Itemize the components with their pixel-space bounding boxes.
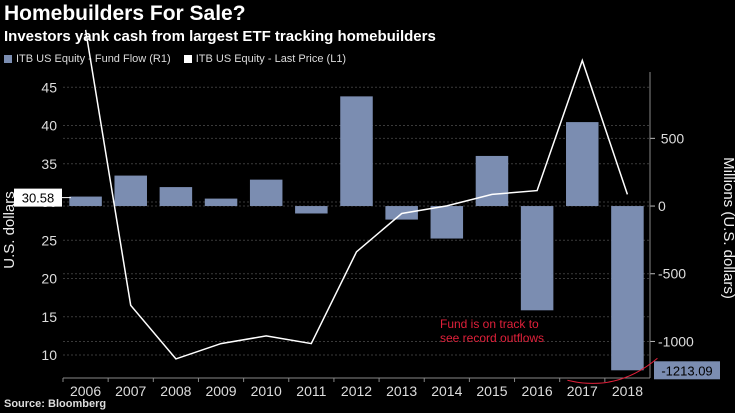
bar-fund-flow-2006: [69, 196, 102, 207]
x-tick-label: 2012: [341, 383, 372, 399]
chart-title: Homebuilders For Sale?: [4, 2, 246, 25]
bar-fund-flow-2011: [295, 206, 328, 214]
last-price-box: [14, 188, 62, 207]
x-tick-label: 2009: [205, 383, 236, 399]
bar-fund-flow-2016: [520, 206, 554, 311]
x-tick-label: 2017: [567, 383, 598, 399]
last-price-label: 30.58: [22, 191, 55, 206]
left-tick-label: 40: [41, 118, 57, 134]
bar-fund-flow-2007: [114, 175, 147, 207]
x-tick-label: 2011: [296, 383, 326, 399]
x-tick-label: 2015: [476, 383, 507, 399]
source-note: Source: Bloomberg: [4, 398, 107, 410]
last-flow-label: -1213.09: [661, 363, 712, 378]
bar-fund-flow-2010: [249, 179, 283, 207]
x-tick-label: 2013: [386, 383, 417, 399]
x-tick-label: 2018: [612, 383, 643, 399]
bar-fund-flow-2012: [340, 96, 373, 207]
x-tick-label: 2010: [251, 383, 282, 399]
legend-item-fund-flow: ITB US Equity - Fund Flow (R1): [4, 53, 171, 65]
annotation-arrow: [567, 357, 658, 384]
right-tick-label: -1000: [658, 333, 694, 349]
bar-fund-flow-2008: [159, 187, 193, 207]
left-tick-label: 25: [41, 232, 57, 248]
x-tick-label: 2006: [70, 383, 101, 399]
last-flow-box: [654, 361, 720, 380]
x-tick-label: 2007: [115, 383, 146, 399]
x-tick-label: 2014: [431, 383, 462, 399]
x-tick-label: 2008: [160, 383, 191, 399]
bar-fund-flow-2018: [611, 206, 644, 371]
bar-fund-flow-2015: [475, 155, 509, 207]
legend: ITB US Equity - Fund Flow (R1) ITB US Eq…: [4, 53, 356, 66]
bar-fund-flow-2009: [204, 198, 238, 207]
legend-item-last-price: ITB US Equity - Last Price (L1): [183, 53, 347, 65]
left-tick-label: 45: [41, 79, 57, 95]
legend-label-last-price: ITB US Equity - Last Price (L1): [195, 53, 347, 65]
right-tick-label: 0: [658, 198, 666, 214]
bar-fund-flow-2014: [430, 206, 464, 239]
left-tick-label: 10: [41, 347, 57, 363]
right-axis-title: Millions (U.S. dollars): [720, 157, 735, 299]
bar-fund-flow-2017: [566, 122, 599, 207]
left-axis-title: U.S. dollars: [1, 191, 18, 269]
annotation-text-line-1: Fund is on track to: [440, 317, 539, 331]
legend-swatch-last-price: [183, 55, 192, 63]
annotation-text-line-2: see record outflows: [440, 331, 544, 345]
left-tick-label: 15: [41, 309, 57, 325]
right-tick-label: -500: [658, 266, 686, 282]
chart-subtitle: Investors yank cash from largest ETF tra…: [4, 28, 436, 45]
right-tick-label: 500: [658, 130, 684, 146]
x-tick-label: 2016: [522, 383, 553, 399]
line-last-price: [84, 29, 629, 360]
legend-swatch-fund-flow: [4, 55, 12, 63]
left-tick-label: 35: [41, 156, 57, 172]
legend-label-fund-flow: ITB US Equity - Fund Flow (R1): [16, 53, 171, 65]
left-tick-label: 20: [41, 271, 57, 287]
